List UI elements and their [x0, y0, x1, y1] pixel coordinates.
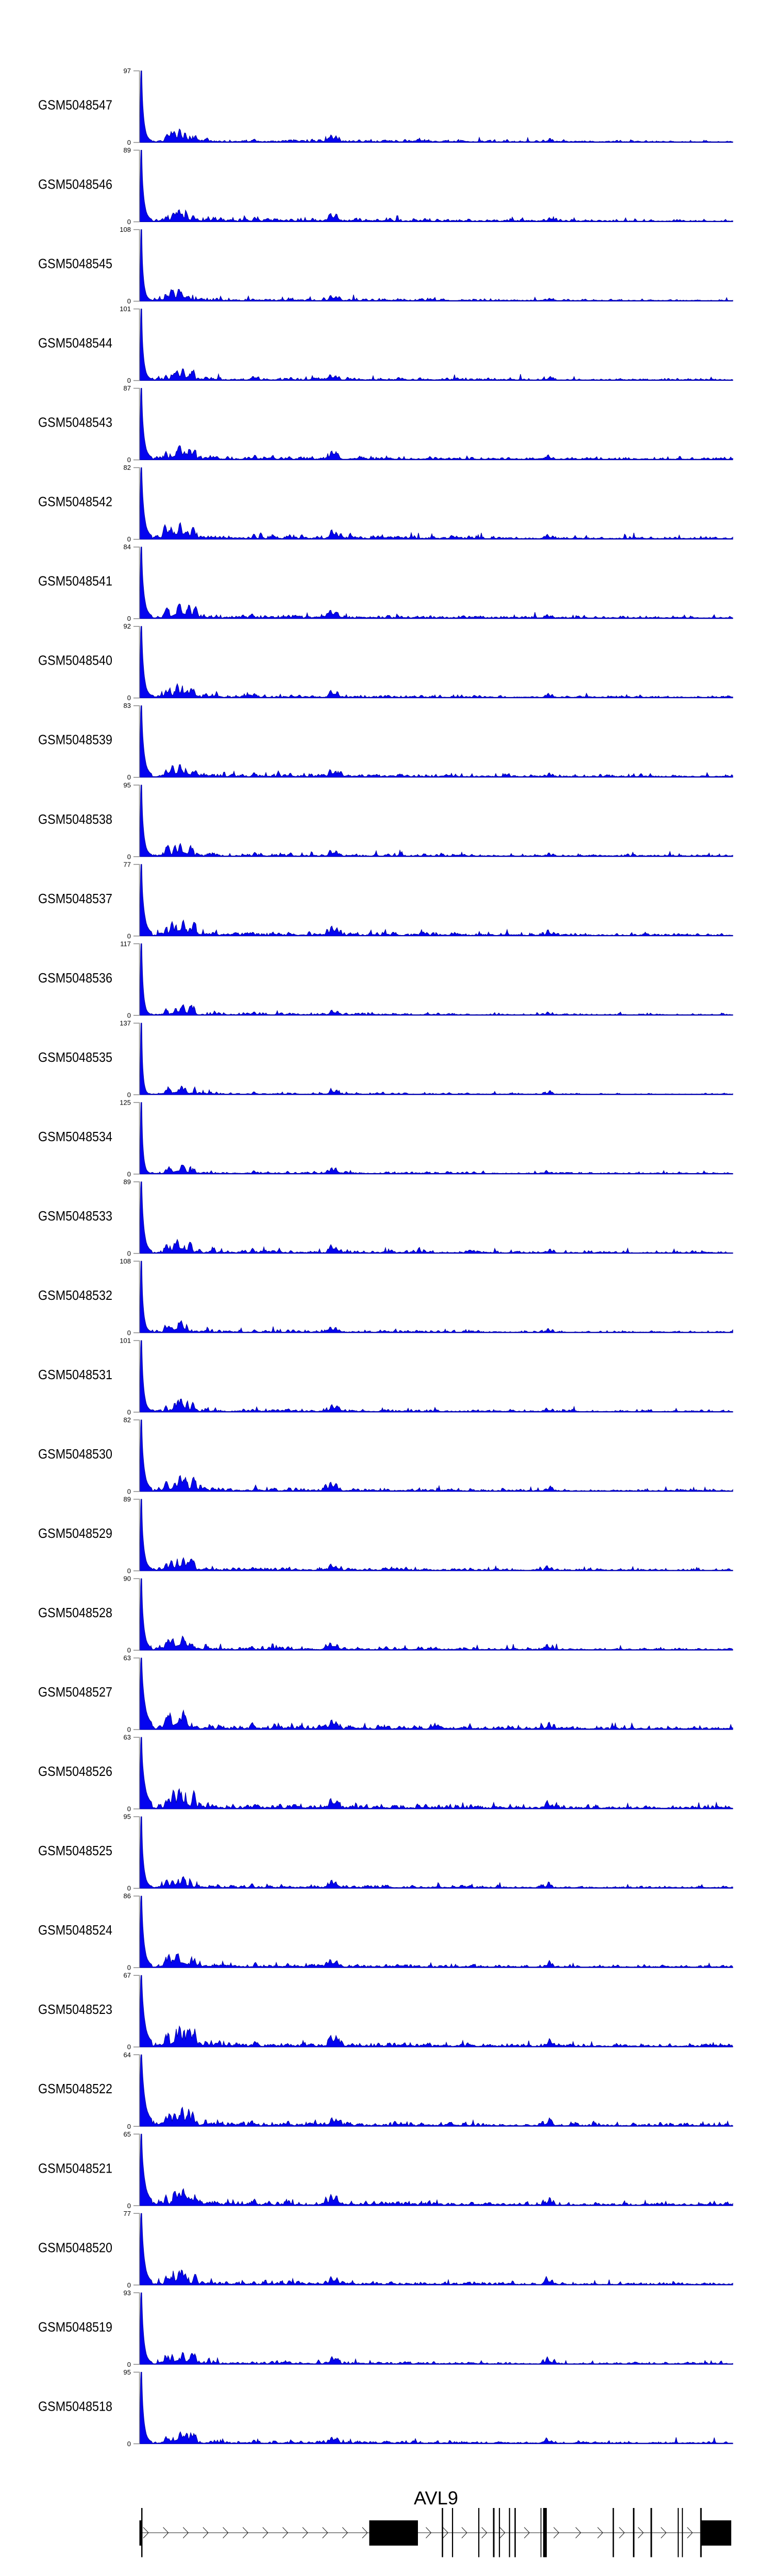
svg-text:0: 0	[127, 1567, 131, 1575]
svg-text:0: 0	[127, 1091, 131, 1098]
svg-text:0: 0	[127, 535, 131, 543]
svg-text:0: 0	[127, 2202, 131, 2210]
svg-text:89: 89	[124, 1496, 131, 1503]
svg-text:GSM5048520: GSM5048520	[38, 2240, 112, 2255]
svg-text:GSM5048533: GSM5048533	[38, 1208, 112, 1224]
svg-text:65: 65	[124, 2130, 131, 2138]
svg-text:GSM5048522: GSM5048522	[38, 2081, 112, 2096]
svg-text:108: 108	[120, 226, 131, 233]
svg-text:0: 0	[127, 2123, 131, 2130]
svg-text:GSM5048518: GSM5048518	[38, 2398, 112, 2414]
svg-text:0: 0	[127, 1249, 131, 1257]
svg-text:0: 0	[127, 932, 131, 940]
svg-text:0: 0	[127, 1647, 131, 1654]
svg-text:82: 82	[124, 464, 131, 471]
svg-text:GSM5048544: GSM5048544	[38, 335, 112, 351]
svg-text:0: 0	[127, 2361, 131, 2368]
svg-text:0: 0	[127, 1011, 131, 1019]
svg-text:GSM5048530: GSM5048530	[38, 1446, 112, 1462]
svg-text:GSM5048540: GSM5048540	[38, 653, 112, 668]
svg-text:GSM5048535: GSM5048535	[38, 1049, 112, 1065]
svg-text:0: 0	[127, 1885, 131, 1892]
svg-text:GSM5048537: GSM5048537	[38, 891, 112, 906]
svg-text:GSM5048536: GSM5048536	[38, 970, 112, 986]
svg-text:90: 90	[124, 1575, 131, 1583]
svg-text:GSM5048529: GSM5048529	[38, 1526, 112, 1541]
svg-text:GSM5048528: GSM5048528	[38, 1605, 112, 1620]
svg-text:95: 95	[124, 2368, 131, 2376]
svg-text:0: 0	[127, 377, 131, 384]
svg-text:0: 0	[127, 1726, 131, 1734]
svg-text:93: 93	[124, 2289, 131, 2297]
svg-text:GSM5048545: GSM5048545	[38, 256, 112, 272]
svg-text:0: 0	[127, 1964, 131, 1972]
svg-text:GSM5048542: GSM5048542	[38, 494, 112, 510]
svg-text:84: 84	[124, 543, 131, 551]
svg-text:63: 63	[124, 1734, 131, 1741]
svg-text:0: 0	[127, 1329, 131, 1336]
svg-text:GSM5048534: GSM5048534	[38, 1129, 112, 1144]
svg-text:83: 83	[124, 702, 131, 709]
svg-text:0: 0	[127, 2043, 131, 2051]
svg-text:GSM5048539: GSM5048539	[38, 732, 112, 748]
svg-text:GSM5048532: GSM5048532	[38, 1287, 112, 1303]
svg-text:0: 0	[127, 694, 131, 702]
svg-text:0: 0	[127, 218, 131, 226]
svg-text:GSM5048521: GSM5048521	[38, 2160, 112, 2176]
svg-text:GSM5048531: GSM5048531	[38, 1367, 112, 1382]
svg-text:GSM5048525: GSM5048525	[38, 1843, 112, 1858]
svg-text:82: 82	[124, 1416, 131, 1424]
svg-text:GSM5048519: GSM5048519	[38, 2319, 112, 2334]
svg-text:125: 125	[120, 1098, 131, 1106]
svg-text:86: 86	[124, 1892, 131, 1900]
svg-text:92: 92	[124, 622, 131, 630]
svg-text:0: 0	[127, 456, 131, 464]
svg-text:89: 89	[124, 1178, 131, 1185]
svg-text:GSM5048543: GSM5048543	[38, 415, 112, 430]
svg-text:64: 64	[124, 2051, 131, 2059]
svg-text:95: 95	[124, 1813, 131, 1821]
svg-text:0: 0	[127, 1409, 131, 1416]
svg-text:77: 77	[124, 860, 131, 868]
svg-text:GSM5048546: GSM5048546	[38, 177, 112, 192]
svg-text:GSM5048547: GSM5048547	[38, 97, 112, 113]
svg-text:GSM5048526: GSM5048526	[38, 1764, 112, 1779]
svg-text:97: 97	[124, 67, 131, 75]
svg-text:101: 101	[120, 1337, 131, 1345]
svg-text:0: 0	[127, 1170, 131, 1178]
svg-text:0: 0	[127, 615, 131, 622]
svg-text:0: 0	[127, 853, 131, 860]
svg-text:0: 0	[127, 139, 131, 146]
svg-text:0: 0	[127, 773, 131, 781]
svg-text:95: 95	[124, 781, 131, 789]
svg-text:137: 137	[120, 1019, 131, 1027]
svg-text:GSM5048523: GSM5048523	[38, 2002, 112, 2017]
svg-text:87: 87	[124, 384, 131, 392]
svg-text:0: 0	[127, 297, 131, 305]
svg-text:101: 101	[120, 305, 131, 313]
svg-text:0: 0	[127, 2281, 131, 2289]
svg-text:GSM5048524: GSM5048524	[38, 1922, 112, 1938]
svg-text:0: 0	[127, 2440, 131, 2448]
svg-text:0: 0	[127, 1488, 131, 1496]
svg-text:0: 0	[127, 1805, 131, 1813]
svg-text:GSM5048527: GSM5048527	[38, 1684, 112, 1700]
svg-text:AVL9: AVL9	[414, 2487, 458, 2509]
svg-text:108: 108	[120, 1257, 131, 1265]
svg-text:77: 77	[124, 2210, 131, 2217]
svg-text:GSM5048541: GSM5048541	[38, 573, 112, 589]
svg-text:63: 63	[124, 1654, 131, 1662]
svg-text:117: 117	[120, 940, 131, 947]
svg-text:67: 67	[124, 1972, 131, 1979]
svg-text:89: 89	[124, 146, 131, 154]
svg-text:GSM5048538: GSM5048538	[38, 811, 112, 827]
